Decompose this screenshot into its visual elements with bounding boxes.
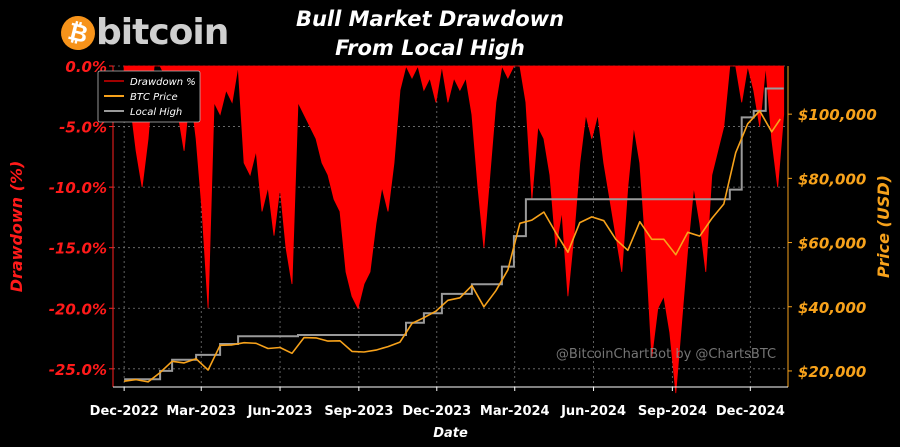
y-left-tick-label: -25.0% [49,361,107,379]
logo-wordmark: bitcoin [96,12,229,53]
y-left-tick-label: -20.0% [49,300,107,318]
legend-label: Drawdown % [130,77,196,88]
local-high-line [124,87,784,381]
chart-title-line-2: From Local High [335,36,525,60]
y-left-tick-label: -5.0% [59,119,107,137]
y-right-tick-label: $60,000 [798,235,866,253]
axes: Dec-2022 Mar-2023 Jun-2023 Sep-2023 Dec-2023… [7,58,893,441]
x-tick-label: Sep-2023 [324,404,393,419]
y-left-tick-label: -15.0% [49,240,107,258]
x-tick-label: Dec-2023 [402,404,471,419]
legend-box [97,70,201,123]
chart-title: Bull Market Drawdown From Local High [250,5,610,63]
legend-label: BTC Price [130,92,178,103]
btc-price-line [123,110,781,383]
logo: ₿ bitcoin [57,11,229,54]
x-tick-label: Dec-2024 [716,404,785,419]
y-left-axis-label: Drawdown (%) [7,161,26,293]
y-right-tick-label: $40,000 [798,299,866,317]
chart-title-line-1: Bull Market Drawdown [295,7,565,31]
local-high-series [124,87,784,381]
x-tick-label: Dec-2022 [90,404,159,419]
x-tick-label: Jun-2023 [247,404,313,419]
y-right-axis-label: Price (USD) [874,175,893,278]
x-tick-label: Mar-2023 [166,404,236,419]
x-tick-label: Mar-2024 [480,404,550,419]
y-right-tick-label: $80,000 [798,170,866,188]
btc-price-series [123,110,781,383]
watermark: @BitcoinChartBot by @ChartsBTC [556,347,776,362]
drawdown-area [123,64,785,394]
x-axis-label: Date [433,426,468,441]
x-tick-label: Jun-2024 [560,404,626,419]
drawdown-series [123,64,785,394]
legend-label: Local High [130,107,182,118]
legend: Drawdown % BTC Price Local High [97,70,201,123]
y-left-tick-label: -10.0% [49,179,107,197]
y-right-tick-label: $20,000 [798,363,866,381]
x-tick-label: Sep-2024 [638,404,707,419]
y-right-tick-label: $100,000 [798,106,877,124]
y-left-tick-label: 0.0% [65,58,107,76]
